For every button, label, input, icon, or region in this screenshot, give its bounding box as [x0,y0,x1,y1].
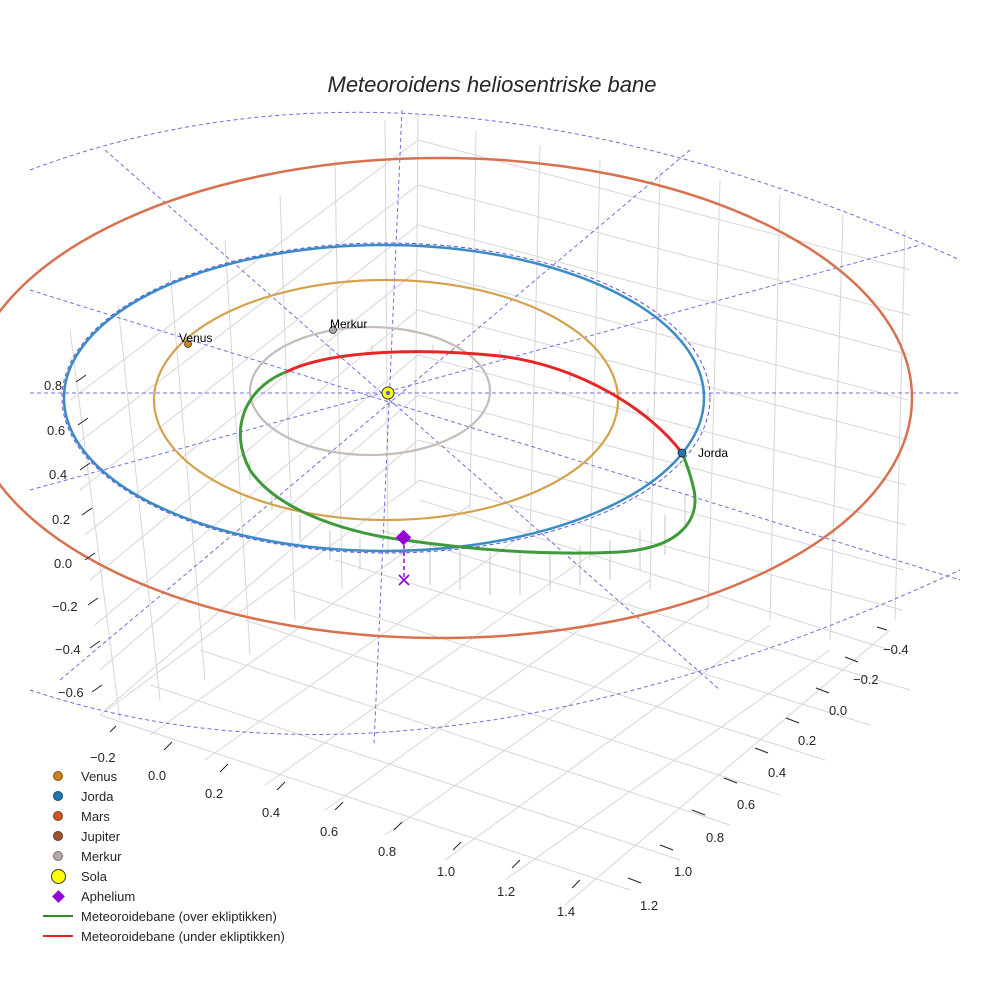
x-axis [109,725,581,889]
y-tick: 1.2 [640,898,658,913]
jorda-orbit-dashed [61,242,711,554]
legend-item-sola[interactable]: Sola [38,866,285,886]
chart-title: Meteoroidens heliosentriske bane [327,72,657,97]
sola-marker[interactable] [381,386,395,400]
legend-item-aphelium[interactable]: Aphelium [38,886,285,906]
aphelium-marker[interactable] [395,529,412,546]
x-tick: 0.4 [262,805,280,820]
diamond-icon [51,889,65,903]
x-tick: 0.6 [320,824,338,839]
y-tick: −0.2 [853,672,879,687]
x-tick: 0.8 [378,844,396,859]
y-tick: 0.6 [737,797,755,812]
x-tick: 1.2 [497,884,515,899]
z-tick: 0.2 [52,512,70,527]
jorda-marker[interactable] [677,448,687,458]
legend-item-mars[interactable]: Mars [38,806,285,826]
jupiter-dot-icon [53,831,63,841]
venus-dot-icon [53,771,63,781]
x-tick: −0.2 [90,750,116,765]
merkur-label: Merkur [330,317,367,331]
meteoroid-orbit [238,350,697,555]
merkur-orbit [248,325,492,457]
legend-item-venus[interactable]: Venus [38,766,285,786]
orbits [0,156,914,640]
mars-dot-icon [53,811,63,821]
z-tick: −0.4 [55,642,81,657]
jorda-label: Jorda [698,446,728,460]
y-tick: 0.8 [706,830,724,845]
merkur-marker[interactable] [329,326,337,334]
merkur-dot-icon [53,851,63,861]
reference-lines [29,109,961,746]
legend-item-under-ekliptikken[interactable]: Meteoroidebane (under ekliptikken) [38,926,285,946]
z-axis [75,374,103,693]
meteoroid-orbit-over [238,370,697,555]
z-tick: 0.8 [44,378,62,393]
sun-icon [50,868,66,884]
drop-lines [249,345,686,595]
legend-item-jupiter[interactable]: Jupiter [38,826,285,846]
legend-item-merkur[interactable]: Merkur [38,846,285,866]
x-tick: 1.0 [437,864,455,879]
legend: Venus Jorda Mars Jupiter Merkur Sola Aph… [38,766,285,946]
z-tick: 0.4 [49,467,67,482]
y-tick: 0.2 [798,733,816,748]
y-axis [627,626,888,884]
z-tick: 0.6 [47,423,65,438]
y-tick: −0.4 [883,642,909,657]
jorda-dot-icon [53,791,63,801]
y-tick: 0.0 [829,703,847,718]
y-tick: 1.0 [674,864,692,879]
jorda-orbit [62,243,706,553]
x-tick: 0.2 [205,786,223,801]
y-tick: 0.4 [768,765,786,780]
venus-label: Venus [179,331,212,345]
red-line-icon [43,935,73,937]
mars-orbit [0,156,914,640]
legend-item-over-ekliptikken[interactable]: Meteoroidebane (over ekliptikken) [38,906,285,926]
venus-marker[interactable] [184,340,192,348]
x-tick: 0.0 [148,768,166,783]
z-tick: −0.6 [58,685,84,700]
meteoroid-orbit-under [285,350,684,454]
z-tick: −0.2 [52,599,78,614]
venus-orbit [152,278,620,522]
z-tick: 0.0 [54,556,72,571]
aphelium-projection-icon [398,574,410,586]
green-line-icon [43,915,73,917]
x-tick: 1.4 [557,904,575,919]
legend-item-jorda[interactable]: Jorda [38,786,285,806]
grid-lines [69,114,911,906]
